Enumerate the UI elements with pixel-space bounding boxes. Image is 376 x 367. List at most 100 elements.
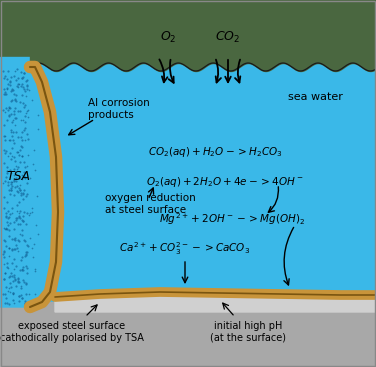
Point [31, 147, 37, 153]
Point [11, 272, 17, 277]
Point [17, 267, 23, 273]
Point [3, 214, 9, 219]
Point [24, 249, 30, 255]
Point [13, 77, 19, 83]
Point [13, 92, 19, 98]
Point [21, 70, 27, 76]
Text: $Mg^{2+} + 2OH^- -> Mg(OH)_2$: $Mg^{2+} + 2OH^- -> Mg(OH)_2$ [159, 211, 305, 227]
Point [3, 284, 9, 290]
Point [20, 190, 26, 196]
Point [6, 245, 12, 251]
Point [17, 152, 23, 157]
Point [11, 178, 17, 184]
Point [11, 166, 17, 172]
Point [7, 150, 13, 156]
Point [7, 78, 13, 84]
Point [17, 208, 23, 214]
Point [1, 248, 7, 254]
Point [11, 266, 17, 272]
Point [17, 214, 23, 219]
Point [0, 180, 6, 186]
Point [9, 273, 15, 279]
Point [12, 283, 18, 289]
Point [11, 155, 17, 160]
Bar [0, 57, 376, 312]
Point [8, 129, 14, 135]
Point [4, 164, 10, 170]
Point [25, 114, 31, 120]
Point [8, 75, 14, 80]
Point [2, 138, 8, 143]
Point [4, 86, 10, 92]
Point [21, 159, 27, 165]
Point [19, 254, 25, 260]
Point [31, 241, 37, 247]
Point [24, 191, 30, 197]
Point [24, 77, 30, 83]
Point [2, 89, 8, 95]
Point [12, 277, 18, 283]
Point [3, 226, 9, 232]
Point [8, 127, 14, 133]
Point [14, 183, 20, 189]
Point [19, 81, 25, 87]
Point [24, 83, 30, 89]
Point [5, 222, 11, 228]
Point [4, 171, 10, 177]
Point [8, 179, 14, 185]
Text: sea water: sea water [288, 92, 343, 102]
Point [7, 211, 13, 217]
Point [13, 98, 19, 104]
Point [18, 69, 24, 75]
Point [14, 215, 20, 221]
Point [20, 75, 26, 81]
Point [0, 291, 6, 297]
Point [4, 199, 10, 205]
Point [23, 93, 29, 99]
Point [4, 301, 10, 306]
Point [14, 215, 20, 221]
Point [12, 246, 18, 252]
Point [8, 273, 14, 279]
Point [11, 172, 17, 178]
Point [13, 178, 19, 184]
Point [3, 91, 9, 97]
Point [24, 265, 30, 271]
Point [11, 226, 17, 232]
Point [11, 290, 17, 296]
Point [5, 179, 11, 185]
Point [2, 178, 8, 184]
Point [14, 166, 20, 172]
Point [27, 235, 33, 241]
Point [19, 76, 25, 81]
Point [17, 238, 23, 244]
Point [14, 83, 20, 89]
Point [21, 187, 27, 193]
Point [7, 219, 13, 225]
Point [20, 218, 26, 224]
Point [7, 82, 13, 88]
Point [6, 252, 12, 258]
Point [8, 187, 14, 193]
Point [9, 179, 15, 185]
Point [3, 226, 9, 232]
Point [21, 127, 27, 133]
Point [9, 290, 15, 295]
Point [35, 231, 41, 237]
Point [1, 237, 7, 243]
Point [9, 247, 15, 253]
Point [23, 291, 29, 297]
Point [3, 73, 9, 79]
Point [17, 187, 23, 193]
Point [7, 168, 13, 174]
Point [35, 126, 41, 132]
Point [13, 175, 19, 181]
Point [5, 265, 11, 271]
Point [23, 251, 29, 257]
Point [22, 301, 28, 307]
Point [20, 213, 26, 219]
Point [7, 280, 13, 286]
Point [24, 108, 30, 114]
Point [16, 293, 22, 299]
Point [0, 251, 6, 257]
